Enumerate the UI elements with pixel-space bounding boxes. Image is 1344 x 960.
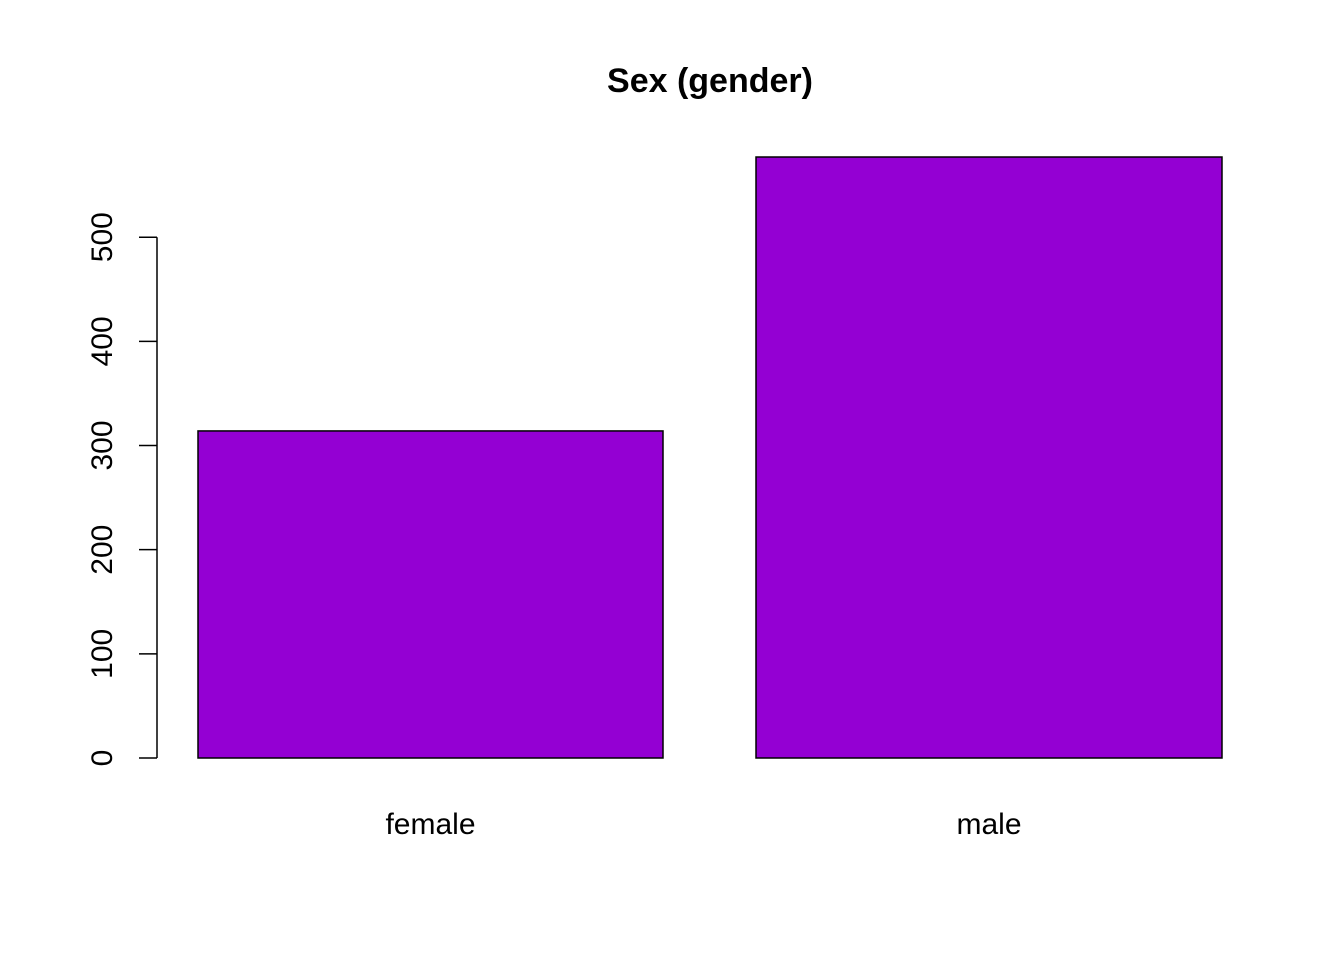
bar-female [197,430,664,759]
y-tick-label: 0 [86,750,119,767]
chart-title: Sex (gender) [607,62,813,100]
bars-group [197,156,1223,759]
y-tick-label: 200 [86,525,119,575]
y-tick-label: 500 [86,212,119,262]
x-axis-labels: female male [385,808,1021,841]
y-tick-label: 300 [86,420,119,470]
y-tick-label: 400 [86,316,119,366]
y-axis: 0 100 200 300 400 500 [86,212,158,767]
y-tick-label: 100 [86,629,119,679]
x-category-label-male: male [956,808,1021,841]
x-category-label-female: female [385,808,475,841]
bar-male [755,156,1223,759]
